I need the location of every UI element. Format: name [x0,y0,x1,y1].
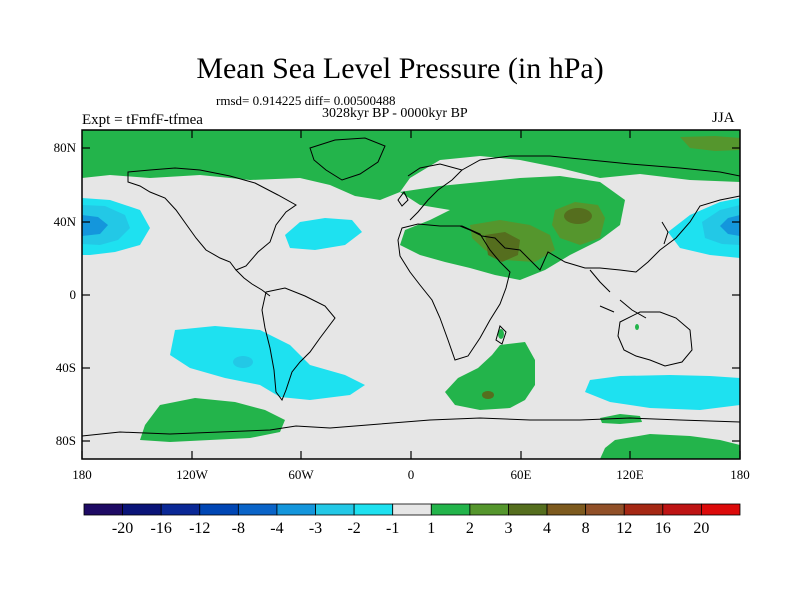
colorbar-swatch [392,503,432,516]
colorbar-label: 16 [654,520,671,537]
colorbar-label: 2 [465,520,474,537]
colorbar-swatch [701,503,741,516]
colorbar-label: -16 [150,520,172,537]
asia-coast [459,155,740,273]
australia-coast [617,311,693,367]
stats-line: rmsd= 0.914225 diff= 0.00500488 [216,93,396,108]
colorbar-swatch [662,503,702,516]
colorbar-swatch [199,503,239,516]
arctic-positive-region [82,130,740,200]
colorbar-label: 8 [581,520,590,537]
south-pacific-negative [170,326,365,400]
map-field [82,130,740,459]
coastlines [82,137,740,437]
colorbar-label: -8 [231,520,245,537]
indonesia-positive-spot [635,324,639,330]
lon-label-60w: 60W [288,467,314,482]
lon-label-60e: 60E [510,467,532,482]
colorbar-label: -2 [347,520,361,537]
colorbar-swatch [508,503,548,516]
south-pacific-negative-core [233,356,253,368]
colorbar-label: -20 [111,520,134,537]
madagascar-positive-spot [498,329,504,339]
colorbar-swatch [469,503,509,516]
colorbar-swatch [546,503,587,516]
colorbar-swatch [315,503,355,516]
british-isles-coast [397,191,409,207]
colorbar-swatch [237,503,278,516]
europe-coast [407,163,463,221]
period-line: 3028kyr BP - 0000kyr BP [322,106,468,121]
colorbar-label: 3 [504,520,513,537]
lon-ticks [81,130,741,459]
colorbar-swatch [430,503,471,516]
experiment-label: Expt = tFmfF-tfmea [82,112,203,128]
lon-label-180e: 180 [730,467,750,482]
lat-label-40s: 40S [55,360,76,375]
tibet-strong-region [564,208,592,224]
north-pacific-west-negative-center [82,215,108,236]
colorbar-label: -12 [189,520,211,537]
north-america-coast [127,167,297,271]
japan-coast [661,221,669,245]
colorbar-swatch [353,503,394,516]
colorbar-label: -1 [386,520,400,537]
lon-label-120w: 120W [176,467,208,482]
north-pacific-east-negative-center [720,215,740,236]
south-atlantic-indian-positive-region [445,342,535,410]
colorbar-label: 4 [543,520,552,537]
colorbar-label: 1 [427,520,436,537]
lon-label-120e: 120E [616,467,644,482]
antarctic-positive-patch [600,414,642,424]
colorbar-label: -3 [308,520,323,537]
lat-label-80s: 80S [55,433,76,448]
season-label: JJA [712,110,735,126]
madagascar-coast [495,325,507,345]
lat-label-80n: 80N [53,140,76,155]
colorbar-label: 12 [616,520,633,537]
map-title: Mean Sea Level Pressure (in hPa) [196,52,604,85]
central-america-coast [235,269,271,297]
southeast-asia-coast [589,269,647,319]
lon-label-0: 0 [407,467,415,482]
colorbar-swatch [160,503,201,516]
colorbar-swatch [122,503,162,516]
north-atlantic-negative [285,218,362,250]
arctic-moderate-region [680,136,740,151]
lat-label-0: 0 [69,287,77,302]
greenland-coast [309,137,386,181]
colorbar [83,503,741,516]
colorbar-label: 20 [693,520,710,537]
antarctica-coast [82,417,740,437]
colorbar-swatch [83,503,123,516]
colorbar-swatch [623,503,664,516]
southern-indian-negative [585,375,740,410]
colorbar-label: -4 [270,520,284,537]
south-indian-moderate-spot [482,391,494,399]
lat-label-40n: 40N [53,214,76,229]
colorbar-swatch [276,503,316,516]
south-america-coast [261,287,336,402]
antarctic-positive-region [600,434,740,459]
colorbar-swatch [585,503,625,516]
lat-ticks [82,147,740,442]
lon-label-180w: 180 [72,467,92,482]
